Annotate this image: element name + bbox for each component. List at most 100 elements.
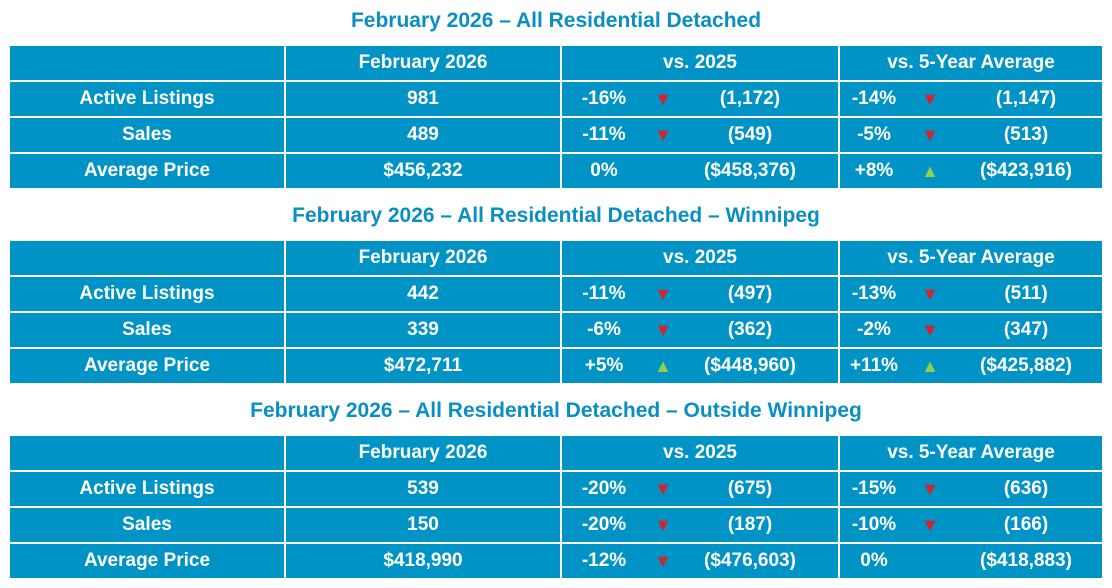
vs-2025-cell: -20% ▼ (675) <box>562 472 838 506</box>
vs-5yr-percent: -14% <box>851 88 897 109</box>
table-row: Average Price $456,232 0% ($458,376) +8%… <box>8 154 1104 190</box>
vs-5yr-cell: +11% ▲ ($425,882) <box>840 349 1102 383</box>
table-header-row: February 2026 vs. 2025 vs. 5-Year Average <box>8 241 1104 277</box>
vs-5yr-cell: -15% ▼ (636) <box>840 472 1102 506</box>
current-value: 981 <box>286 82 560 116</box>
vs-2025-cell: -6% ▼ (362) <box>562 313 838 347</box>
vs-2025-percent: -12% <box>581 550 627 571</box>
vs-2025-percent: -6% <box>587 319 621 340</box>
vs-2025-value: ($448,960) <box>704 355 796 376</box>
column-header: vs. 5-Year Average <box>840 436 1102 470</box>
down-arrow-icon: ▼ <box>921 125 939 145</box>
column-header: vs. 5-Year Average <box>840 241 1102 275</box>
vs-5yr-cell: -14% ▼ (1,147) <box>840 82 1102 116</box>
vs-5yr-value: (166) <box>1003 514 1049 535</box>
row-label: Average Price <box>10 154 284 188</box>
column-header: vs. 2025 <box>562 241 838 275</box>
up-arrow-icon: ▲ <box>921 161 939 181</box>
vs-5yr-value: ($423,916) <box>980 160 1072 181</box>
vs-2025-percent: 0% <box>590 160 618 181</box>
down-arrow-icon: ▼ <box>654 479 672 499</box>
section-title: February 2026 – All Residential Detached <box>350 9 762 32</box>
row-label: Active Listings <box>10 82 284 116</box>
current-value: $472,711 <box>286 349 560 383</box>
vs-2025-value: (362) <box>727 319 773 340</box>
table-row: Average Price $472,711 +5% ▲ ($448,960) +… <box>8 349 1104 385</box>
vs-2025-value: (549) <box>727 124 773 145</box>
current-value: 150 <box>286 508 560 542</box>
table-row: Sales 150 -20% ▼ (187) -10% ▼ (166) <box>8 508 1104 544</box>
vs-2025-percent: -20% <box>581 478 627 499</box>
section-title: February 2026 – All Residential Detached… <box>250 399 862 422</box>
row-label: Active Listings <box>10 472 284 506</box>
vs-5yr-percent: -13% <box>851 283 897 304</box>
vs-5yr-percent: +11% <box>849 355 899 376</box>
vs-5yr-value: (1,147) <box>995 88 1057 109</box>
row-label: Sales <box>10 118 284 152</box>
vs-5yr-cell: -10% ▼ (166) <box>840 508 1102 542</box>
stats-table: February 2026 vs. 2025 vs. 5-Year Average … <box>8 46 1104 190</box>
vs-2025-cell: -16% ▼ (1,172) <box>562 82 838 116</box>
row-label: Average Price <box>10 349 284 383</box>
vs-5yr-cell: 0% ($418,883) <box>840 544 1102 578</box>
vs-2025-cell: -11% ▼ (549) <box>562 118 838 152</box>
stats-table: February 2026 vs. 2025 vs. 5-Year Average … <box>8 241 1104 385</box>
table-header-row: February 2026 vs. 2025 vs. 5-Year Average <box>8 46 1104 82</box>
column-header <box>10 241 284 275</box>
table-row: Average Price $418,990 -12% ▼ ($476,603) … <box>8 544 1104 580</box>
vs-2025-value: (675) <box>727 478 773 499</box>
row-label: Active Listings <box>10 277 284 311</box>
table-row: Sales 339 -6% ▼ (362) -2% ▼ (347) <box>8 313 1104 349</box>
current-value: 489 <box>286 118 560 152</box>
column-header: vs. 2025 <box>562 436 838 470</box>
down-arrow-icon: ▼ <box>654 320 672 340</box>
stats-table: February 2026 vs. 2025 vs. 5-Year Average … <box>8 436 1104 580</box>
column-header: February 2026 <box>286 436 560 470</box>
vs-5yr-percent: +8% <box>854 160 894 181</box>
down-arrow-icon: ▼ <box>921 320 939 340</box>
table-row: Active Listings 442 -11% ▼ (497) -13% ▼ (5… <box>8 277 1104 313</box>
current-value: $418,990 <box>286 544 560 578</box>
current-value: 442 <box>286 277 560 311</box>
vs-5yr-percent: -10% <box>851 514 897 535</box>
vs-2025-cell: +5% ▲ ($448,960) <box>562 349 838 383</box>
vs-5yr-value: ($425,882) <box>980 355 1072 376</box>
vs-5yr-cell: +8% ▲ ($423,916) <box>840 154 1102 188</box>
vs-5yr-percent: 0% <box>860 550 888 571</box>
vs-2025-percent: -11% <box>582 283 626 304</box>
vs-5yr-cell: -2% ▼ (347) <box>840 313 1102 347</box>
vs-2025-value: ($458,376) <box>704 160 796 181</box>
column-header <box>10 46 284 80</box>
vs-5yr-value: ($418,883) <box>980 550 1072 571</box>
column-header: February 2026 <box>286 46 560 80</box>
vs-5yr-value: (513) <box>1003 124 1049 145</box>
column-header: vs. 2025 <box>562 46 838 80</box>
down-arrow-icon: ▼ <box>654 515 672 535</box>
vs-2025-value: (497) <box>727 283 773 304</box>
down-arrow-icon: ▼ <box>921 515 939 535</box>
vs-5yr-value: (511) <box>1004 283 1048 304</box>
table-row: Sales 489 -11% ▼ (549) -5% ▼ (513) <box>8 118 1104 154</box>
column-header <box>10 436 284 470</box>
vs-5yr-percent: -5% <box>857 124 891 145</box>
table-row: Active Listings 981 -16% ▼ (1,172) -14% ▼ … <box>8 82 1104 118</box>
table-header-row: February 2026 vs. 2025 vs. 5-Year Average <box>8 436 1104 472</box>
stats-section: February 2026 – All Residential Detached… <box>0 195 1112 390</box>
row-label: Sales <box>10 508 284 542</box>
table-row: Active Listings 539 -20% ▼ (675) -15% ▼ (6… <box>8 472 1104 508</box>
current-value: 339 <box>286 313 560 347</box>
down-arrow-icon: ▼ <box>654 125 672 145</box>
stats-section: February 2026 – All Residential Detached… <box>0 390 1112 585</box>
stats-section: February 2026 – All Residential Detached… <box>0 0 1112 195</box>
vs-2025-percent: -20% <box>581 514 627 535</box>
vs-5yr-percent: -15% <box>851 478 897 499</box>
vs-2025-cell: -12% ▼ ($476,603) <box>562 544 838 578</box>
vs-5yr-value: (636) <box>1003 478 1049 499</box>
section-title: February 2026 – All Residential Detached… <box>292 204 820 227</box>
vs-5yr-percent: -2% <box>857 319 891 340</box>
current-value: $456,232 <box>286 154 560 188</box>
down-arrow-icon: ▼ <box>921 89 939 109</box>
vs-5yr-value: (347) <box>1003 319 1049 340</box>
vs-2025-percent: -16% <box>581 88 627 109</box>
vs-2025-cell: -11% ▼ (497) <box>562 277 838 311</box>
